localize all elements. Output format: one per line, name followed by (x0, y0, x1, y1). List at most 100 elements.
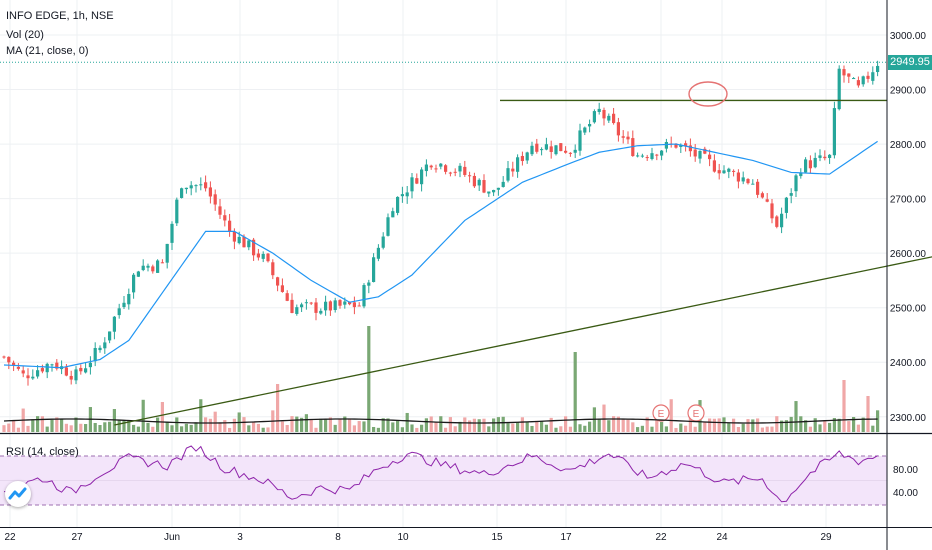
rsi-tick-label: 80.00 (893, 465, 918, 476)
ma-legend[interactable]: MA (21, close, 0) (6, 45, 89, 57)
candle-body (823, 156, 827, 159)
candle-body (588, 124, 592, 127)
volume-bar (516, 421, 520, 432)
candle-body (156, 260, 160, 273)
volume-bar (612, 416, 616, 432)
candle-body (228, 220, 232, 232)
volume-bar (64, 423, 68, 432)
candle-body (583, 127, 587, 133)
candle-body (199, 184, 203, 186)
candle-body (175, 199, 179, 224)
rsi-legend[interactable]: RSI (14, close) (6, 446, 79, 458)
volume-bar (386, 418, 390, 432)
candle-body (93, 348, 97, 362)
candle-body (520, 155, 524, 162)
candle-body (780, 213, 784, 228)
candle-body (45, 363, 49, 373)
volume-bar (621, 419, 625, 432)
candle-body (252, 239, 256, 256)
candle-body (535, 143, 539, 152)
volume-bar (535, 420, 539, 432)
candle-body (482, 180, 486, 193)
price-tick-label: 2900.00 (890, 86, 927, 97)
volume-bar (26, 425, 30, 432)
volume-bar (136, 426, 140, 432)
candle-body (794, 175, 798, 192)
candle-body (352, 302, 356, 308)
volume-bar (636, 427, 640, 432)
candle-body (444, 165, 448, 172)
candle-body (429, 165, 433, 168)
candle-body (276, 277, 280, 286)
candle-body (712, 160, 716, 172)
volume-bar (847, 421, 851, 432)
candle-body (180, 188, 184, 198)
candle-body (736, 172, 740, 182)
candle-body (420, 169, 424, 185)
volume-bar (544, 424, 548, 432)
volume-bar (420, 424, 424, 432)
candle-body (568, 152, 572, 154)
candle-body (530, 145, 534, 155)
volume-bar (876, 410, 880, 432)
volume-bar (424, 418, 428, 432)
trendline-support (114, 256, 932, 426)
volume-bar (213, 411, 217, 432)
volume-bar (295, 416, 299, 432)
volume-bar (280, 421, 284, 432)
volume-bar (2, 425, 6, 432)
volume-bar (69, 425, 73, 432)
volume-bar (717, 418, 721, 432)
candle-body (391, 211, 395, 218)
moving-average-line (3, 140, 878, 369)
user-drawings[interactable] (0, 61, 932, 426)
candle-body (549, 146, 553, 153)
volume-legend[interactable]: Vol (20) (6, 29, 44, 41)
candle-body (112, 316, 116, 332)
volume-bar (607, 420, 611, 432)
volume-bar (856, 424, 860, 432)
candle-body (847, 73, 851, 77)
candle-body (856, 80, 860, 86)
time-tick-label: 22 (655, 532, 667, 543)
volume-bar (343, 416, 347, 432)
tradingview-logo-icon[interactable] (5, 481, 31, 507)
candle-body (26, 375, 30, 379)
candle-body (756, 181, 760, 195)
candle-body (645, 157, 649, 159)
volume-bar (472, 418, 476, 432)
candle-body (40, 368, 44, 372)
time-tick-label: 27 (71, 532, 83, 543)
candle-body (324, 301, 328, 311)
time-tick-label: 29 (820, 532, 832, 543)
volume-bar (45, 426, 49, 432)
volume-bar (631, 422, 635, 432)
candle-body (679, 144, 683, 147)
volume-bar (381, 418, 385, 432)
candle-body (434, 168, 438, 170)
volume-bar (573, 352, 577, 432)
rsi-line (3, 445, 878, 503)
last-price-tag: 2949.95 (888, 55, 932, 70)
volume-bar (156, 417, 160, 432)
candle-body (876, 65, 880, 73)
volume-bar (708, 418, 712, 432)
candle-body (813, 157, 817, 168)
volume-bar (333, 424, 337, 432)
volume-bar (756, 418, 760, 432)
volume-bar (861, 417, 865, 432)
volume-bar (98, 425, 102, 432)
candle-body (727, 168, 731, 172)
candle-body (463, 166, 467, 175)
candle-body (621, 136, 625, 138)
volume-bar (588, 421, 592, 432)
volume-bar (688, 416, 692, 432)
volume-bar (108, 421, 112, 432)
candle-body (304, 302, 308, 304)
candle-body (597, 108, 601, 112)
candle-body (626, 136, 630, 140)
volume-bar (736, 426, 740, 432)
volume-bar (357, 421, 361, 432)
